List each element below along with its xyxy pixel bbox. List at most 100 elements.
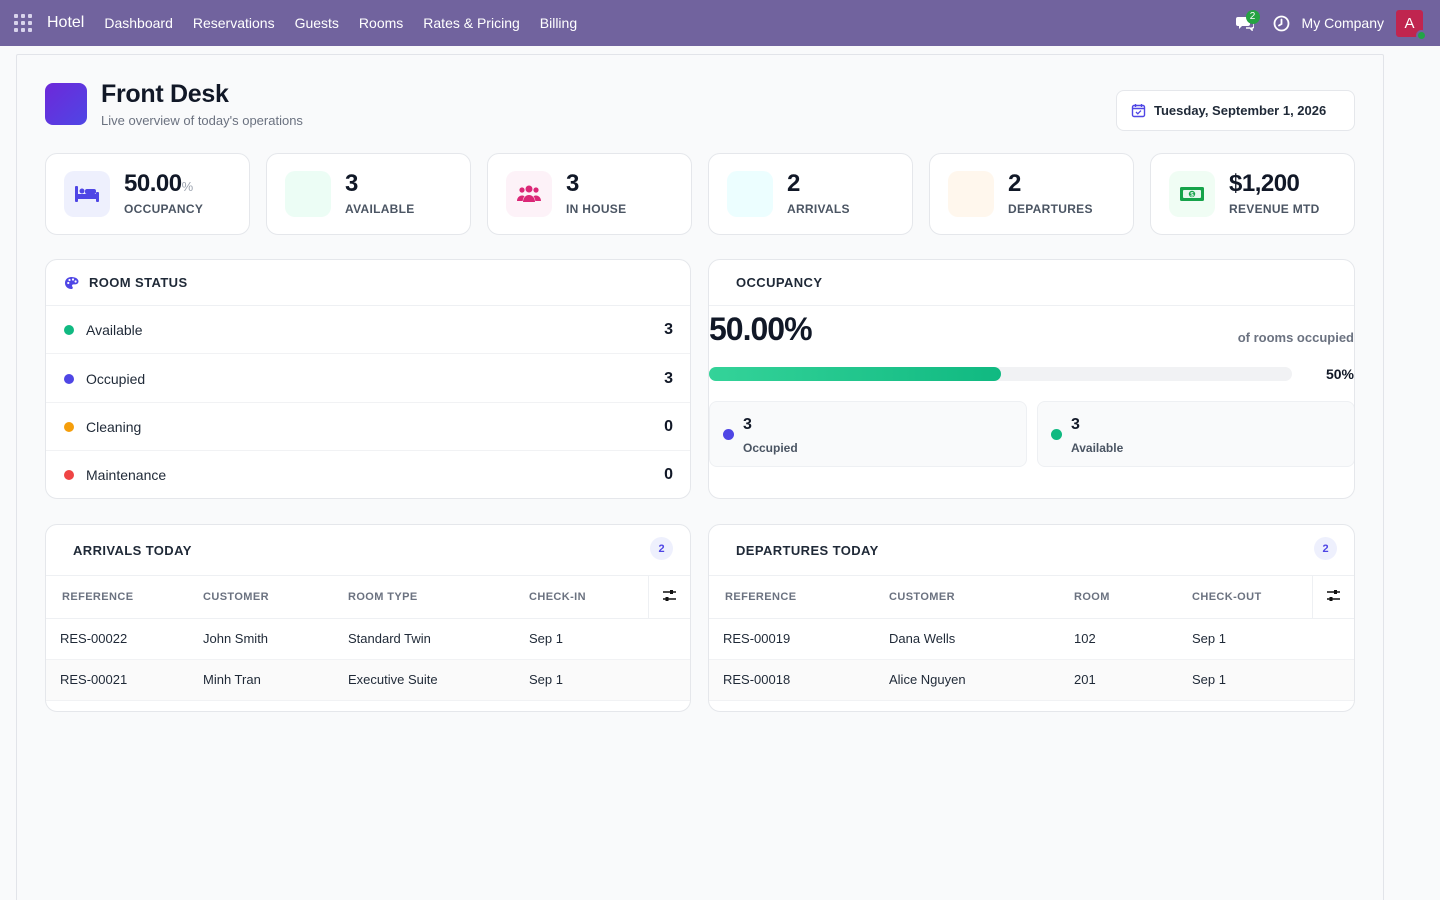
date-display: Tuesday, September 1, 2026 xyxy=(1116,90,1355,131)
stat-card-revenue[interactable]: $ $1,200 REVENUE MTD xyxy=(1150,153,1355,235)
cell-check-in: Sep 1 xyxy=(529,659,648,701)
occupied-label: Occupied xyxy=(743,441,798,455)
page-subtitle: Live overview of today's operations xyxy=(101,113,303,128)
column-header[interactable]: ROOM TYPE xyxy=(348,576,529,619)
occupancy-card: OCCUPANCY 50.00% of rooms occupied 50% 3… xyxy=(708,259,1355,499)
cell-room-type: Standard Twin xyxy=(348,618,529,660)
occupancy-caption: of rooms occupied xyxy=(1237,330,1354,345)
users-icon xyxy=(506,171,552,217)
menu-guests[interactable]: Guests xyxy=(294,15,339,31)
status-row-maintenance[interactable]: Maintenance 0 xyxy=(46,451,690,498)
column-header[interactable]: CHECK-IN xyxy=(529,576,648,619)
stat-value: 3 xyxy=(345,170,358,197)
column-header[interactable]: CUSTOMER xyxy=(203,576,348,619)
column-header[interactable]: ROOM xyxy=(1074,576,1192,619)
calendar-icon xyxy=(1131,104,1146,118)
occupancy-value: 50.00% xyxy=(709,311,813,347)
card-title: OCCUPANCY xyxy=(736,275,823,290)
column-header[interactable]: REFERENCE xyxy=(709,576,889,619)
company-switcher[interactable]: My Company xyxy=(1301,15,1384,31)
activity-clock-icon[interactable] xyxy=(1270,0,1294,46)
progress-percent: 50% xyxy=(1325,366,1354,382)
status-count: 3 xyxy=(664,369,673,387)
stat-label: REVENUE MTD xyxy=(1229,202,1320,216)
menu-reservations[interactable]: Reservations xyxy=(192,15,275,31)
status-dot xyxy=(64,373,74,384)
stat-value: $1,200 xyxy=(1229,170,1300,197)
arrivals-table: REFERENCE CUSTOMER ROOM TYPE CHECK-IN RE… xyxy=(46,576,690,701)
svg-text:$: $ xyxy=(1190,192,1194,198)
status-dot xyxy=(64,324,74,335)
column-header[interactable]: REFERENCE xyxy=(46,576,203,619)
cell-reference: RES-00021 xyxy=(46,659,203,701)
current-date: Tuesday, September 1, 2026 xyxy=(1154,103,1327,118)
stat-value: 2 xyxy=(787,170,800,197)
card-title: DEPARTURES TODAY xyxy=(736,542,879,558)
sliders-icon xyxy=(1326,589,1340,601)
status-row-available[interactable]: Available 3 xyxy=(46,306,690,354)
stat-card-available[interactable]: 3 AVAILABLE xyxy=(266,153,471,235)
table-row[interactable]: RES-00021 Minh Tran Executive Suite Sep … xyxy=(46,659,690,701)
cell-check-in: Sep 1 xyxy=(529,618,648,660)
available-summary: 3 Available xyxy=(1037,401,1354,467)
status-row-occupied[interactable]: Occupied 3 xyxy=(46,355,690,403)
menu-billing[interactable]: Billing xyxy=(539,15,578,31)
cell-check-out: Sep 1 xyxy=(1192,618,1312,660)
card-header: ARRIVALS TODAY 2 xyxy=(46,525,690,576)
departures-today-card: DEPARTURES TODAY 2 REFERENCE CUSTOMER RO… xyxy=(708,524,1355,712)
cell-customer: John Smith xyxy=(203,618,348,660)
money-icon: $ xyxy=(1169,171,1215,217)
stat-label: ARRIVALS xyxy=(787,202,850,216)
table-row[interactable]: RES-00018 Alice Nguyen 201 Sep 1 xyxy=(709,659,1354,701)
cell-customer: Alice Nguyen xyxy=(889,659,1074,701)
stat-card-occupancy[interactable]: 50.00% OCCUPANCY xyxy=(45,153,250,235)
menu-rates-pricing[interactable]: Rates & Pricing xyxy=(423,15,520,31)
stat-value: 3 xyxy=(566,170,579,197)
stat-card-departures[interactable]: 2 DEPARTURES xyxy=(929,153,1134,235)
stat-unit: % xyxy=(181,179,194,194)
cell-reference: RES-00022 xyxy=(46,618,203,660)
online-status-icon xyxy=(1416,29,1427,41)
user-avatar[interactable]: A xyxy=(1396,9,1427,41)
chat-count-badge: 2 xyxy=(1245,10,1260,24)
card-header: OCCUPANCY xyxy=(709,260,1354,306)
stat-value: 2 xyxy=(1008,170,1021,197)
departure-icon xyxy=(948,171,994,217)
column-header[interactable]: CUSTOMER xyxy=(889,576,1074,619)
card-title: ROOM STATUS xyxy=(89,275,188,290)
cell-customer: Dana Wells xyxy=(889,618,1074,660)
stat-card-arrivals[interactable]: 2 ARRIVALS xyxy=(708,153,913,235)
avatar-letter: A xyxy=(1404,14,1415,32)
status-row-cleaning[interactable]: Cleaning 0 xyxy=(46,403,690,451)
cell-room: 102 xyxy=(1074,618,1192,660)
check-icon xyxy=(285,171,331,217)
occupied-value: 3 xyxy=(743,416,752,433)
table-row[interactable]: RES-00019 Dana Wells 102 Sep 1 xyxy=(709,618,1354,660)
sliders-icon xyxy=(662,589,676,601)
menu-rooms[interactable]: Rooms xyxy=(358,15,404,31)
column-header[interactable]: CHECK-OUT xyxy=(1192,576,1312,619)
arrival-icon xyxy=(727,171,773,217)
table-row[interactable]: RES-00022 John Smith Standard Twin Sep 1 xyxy=(46,618,690,660)
card-header: DEPARTURES TODAY 2 xyxy=(709,525,1354,576)
column-settings-button[interactable] xyxy=(647,576,690,619)
available-label: Available xyxy=(1071,441,1124,455)
apps-menu-icon[interactable] xyxy=(0,0,46,46)
column-settings-button[interactable] xyxy=(1311,576,1354,619)
status-label: Maintenance xyxy=(86,467,167,483)
cell-customer: Minh Tran xyxy=(203,659,348,701)
cell-room-type: Executive Suite xyxy=(348,659,529,701)
chat-icon[interactable]: 2 xyxy=(1230,0,1260,46)
arrivals-count-badge: 2 xyxy=(650,537,673,560)
page-title: Front Desk xyxy=(101,80,229,108)
status-count: 3 xyxy=(664,320,673,338)
status-label: Occupied xyxy=(86,370,146,387)
occupied-summary: 3 Occupied xyxy=(709,401,1027,467)
navbar-systray: 2 My Company A xyxy=(1230,0,1440,46)
menu-dashboard[interactable]: Dashboard xyxy=(104,15,173,31)
status-dot xyxy=(64,470,74,480)
stat-label: AVAILABLE xyxy=(345,202,415,216)
app-brand[interactable]: Hotel xyxy=(47,14,85,31)
stat-card-in-house[interactable]: 3 IN HOUSE xyxy=(487,153,692,235)
stat-label: IN HOUSE xyxy=(566,202,627,216)
